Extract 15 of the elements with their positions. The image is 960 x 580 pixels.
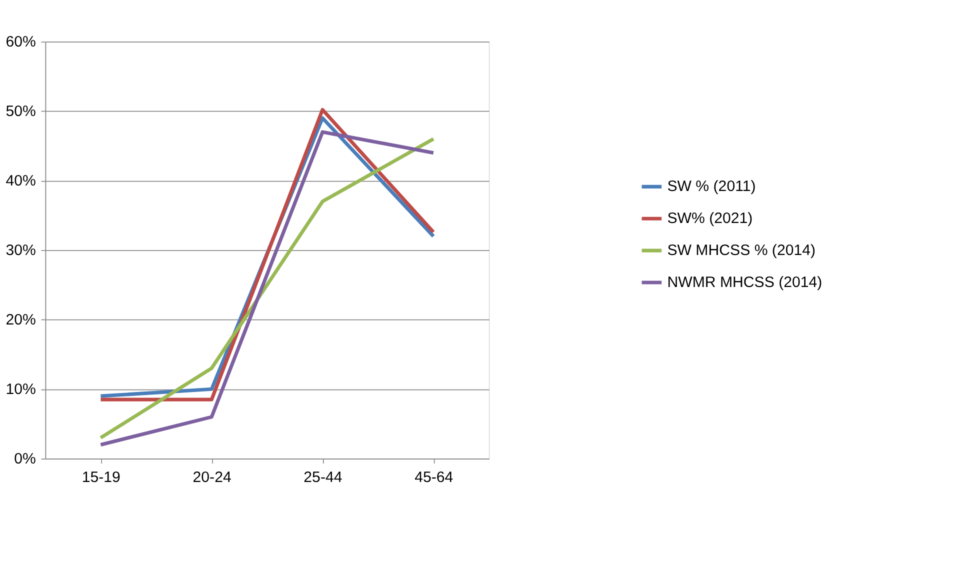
legend-label: NWMR MHCSS (2014) [667,274,822,291]
y-tick-label: 0% [14,450,36,468]
y-tick-label: 30% [6,242,36,260]
x-tick-label: 15-19 [82,469,120,486]
legend-label: SW % (2011) [667,178,756,196]
x-tick-label: 20-24 [192,469,232,486]
y-tick-label: 40% [6,172,36,190]
y-tick-label: 10% [6,381,36,398]
legend-label: SW% (2021) [667,210,753,228]
y-tick-label: 20% [6,312,36,329]
x-tick-label: 25-44 [304,469,342,486]
x-tick-label: 45-64 [414,469,454,486]
y-tick-label: 50% [6,103,36,120]
legend-label: SW MHCSS % (2014) [667,242,816,260]
y-tick-label: 60% [6,34,36,51]
